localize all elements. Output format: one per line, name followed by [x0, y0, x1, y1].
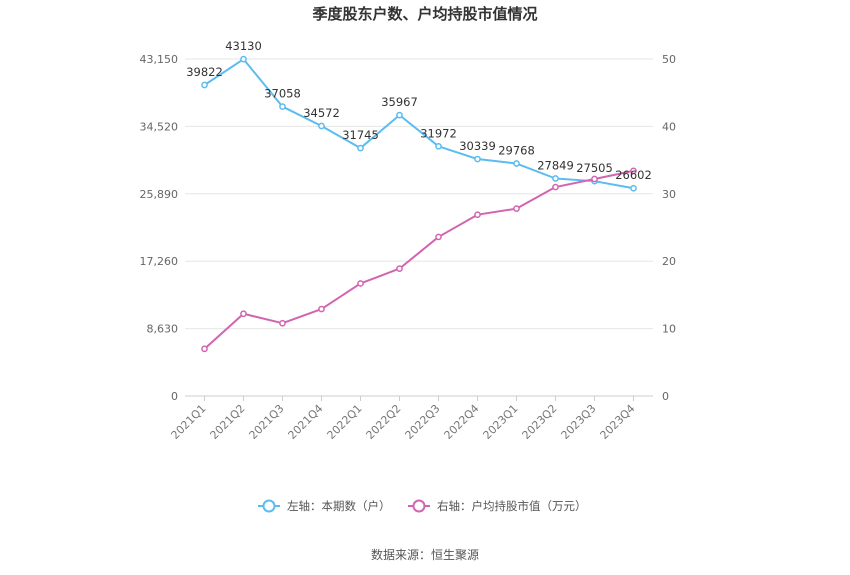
- data-point: [318, 122, 325, 130]
- data-label: 43130: [225, 39, 262, 53]
- legend-marker: [412, 499, 426, 513]
- right-tick-label: 10: [662, 323, 676, 336]
- data-point: [279, 103, 286, 110]
- x-tick-label: 2021Q3: [247, 402, 287, 442]
- data-point: [630, 184, 637, 192]
- data-label: 26602: [615, 168, 652, 182]
- left-axis: 0 8,630 17,260 25,890 34,520 43,150: [140, 53, 179, 403]
- data-point: [396, 111, 403, 119]
- x-tick-label: 2022Q2: [364, 402, 404, 442]
- series-line-0: [203, 58, 634, 190]
- chart-title: 季度股东户数、户均持股市值情况: [312, 5, 537, 23]
- legend[interactable]: 左轴：本期数（户） 右轴：户均持股市值（万元）: [258, 499, 587, 513]
- data-label: 39822: [186, 65, 223, 79]
- data-point: [201, 81, 208, 89]
- legend-item-0[interactable]: 左轴：本期数（户）: [258, 499, 391, 513]
- x-tick-label: 2021Q2: [208, 402, 248, 442]
- data-label: 31972: [420, 126, 457, 140]
- x-tick-label: 2023Q2: [520, 402, 560, 442]
- data-point: [240, 55, 247, 63]
- data-point: [552, 175, 559, 182]
- right-tick-label: 30: [662, 188, 676, 201]
- right-tick-label: 50: [662, 53, 676, 66]
- data-point: [435, 233, 442, 241]
- data-point: [318, 305, 325, 313]
- left-tick-label: 34,520: [140, 120, 179, 133]
- x-tick-label: 2021Q1: [169, 402, 209, 442]
- data-label: 37058: [264, 87, 301, 101]
- x-tick-label: 2022Q4: [442, 402, 482, 442]
- data-point: [630, 167, 637, 175]
- data-label: 34572: [303, 106, 340, 120]
- data-label: 30339: [459, 139, 496, 153]
- series-lines: [203, 58, 634, 350]
- legend-item-1[interactable]: 右轴：户均持股市值（万元）: [408, 499, 587, 513]
- data-point: [396, 265, 403, 272]
- series-line-1: [203, 169, 634, 350]
- data-label: 29768: [498, 144, 535, 158]
- data-point: [513, 205, 520, 212]
- data-point: [201, 345, 208, 353]
- x-tick-label: 2023Q1: [481, 402, 521, 442]
- legend-label: 左轴：本期数（户）: [287, 499, 391, 513]
- left-tick-label: 25,890: [140, 188, 179, 201]
- source-note: 数据来源：恒生聚源: [371, 547, 479, 562]
- data-point: [591, 175, 598, 183]
- x-axis: 2021Q12021Q22021Q32021Q42022Q12022Q22022…: [169, 396, 638, 442]
- x-tick-label: 2021Q4: [286, 402, 326, 442]
- series-points: [201, 55, 637, 353]
- data-label: 27505: [576, 161, 613, 175]
- grid-lines: [185, 58, 653, 397]
- data-point: [240, 310, 247, 318]
- data-point: [435, 142, 442, 150]
- data-point: [474, 155, 481, 163]
- left-tick-label: 0: [171, 390, 178, 403]
- data-point: [513, 160, 520, 167]
- data-point: [279, 319, 286, 327]
- x-tick-label: 2022Q1: [325, 402, 365, 442]
- right-tick-label: 40: [662, 120, 676, 133]
- data-point: [357, 280, 364, 287]
- left-tick-label: 43,150: [140, 53, 179, 66]
- right-tick-label: 0: [662, 390, 669, 403]
- x-tick-label: 2023Q3: [559, 402, 599, 442]
- legend-marker: [262, 499, 276, 513]
- left-tick-label: 8,630: [147, 323, 179, 336]
- data-point: [552, 183, 559, 191]
- x-tick-label: 2023Q4: [598, 402, 638, 442]
- data-label: 35967: [381, 95, 418, 109]
- legend-label: 右轴：户均持股市值（万元）: [437, 499, 587, 513]
- data-point: [357, 144, 364, 152]
- x-tick-label: 2022Q3: [403, 402, 443, 442]
- data-label: 27849: [537, 159, 574, 173]
- data-point: [474, 211, 481, 219]
- left-tick-label: 17,260: [140, 255, 179, 268]
- data-label: 31745: [342, 128, 379, 142]
- right-axis: 0 10 20 30 40 50: [662, 53, 676, 403]
- right-tick-label: 20: [662, 255, 676, 268]
